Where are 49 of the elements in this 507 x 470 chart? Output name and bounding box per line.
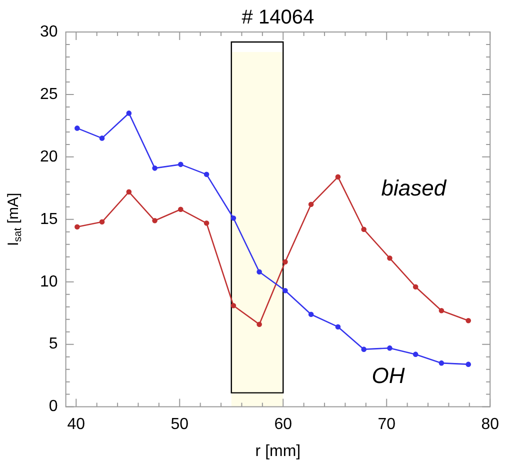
point <box>308 202 314 208</box>
y-tick-label: 0 <box>48 398 58 416</box>
point <box>230 216 236 221</box>
y-tick-label: 10 <box>40 273 58 290</box>
point <box>230 302 236 308</box>
series-label: OH <box>372 362 405 388</box>
point <box>178 162 184 168</box>
point <box>178 206 184 212</box>
x-tick-label: 70 <box>378 416 396 433</box>
point <box>74 126 80 131</box>
point <box>387 345 392 351</box>
x-axis-title: r [mm] <box>255 443 301 460</box>
point <box>412 352 418 357</box>
point <box>466 318 472 324</box>
point <box>256 269 262 275</box>
x-tick-label: 40 <box>67 416 86 433</box>
point <box>387 255 392 261</box>
y-tick-label: 20 <box>40 148 58 166</box>
point <box>152 166 158 171</box>
point <box>361 346 366 352</box>
series-label: biased <box>381 176 447 201</box>
point <box>335 324 341 330</box>
x-tick-label: 60 <box>274 416 292 433</box>
point <box>126 189 132 195</box>
x-tick-label: 80 <box>481 416 500 433</box>
point <box>152 218 158 224</box>
point <box>282 288 288 294</box>
point <box>204 172 210 178</box>
point <box>438 308 444 314</box>
y-tick-label: 15 <box>40 210 58 228</box>
point <box>126 110 132 116</box>
x-tick-label: 50 <box>170 416 189 433</box>
point <box>466 362 472 367</box>
point <box>256 322 262 327</box>
point <box>438 360 444 366</box>
chart-title: # 14064 <box>242 6 314 29</box>
point <box>412 284 418 290</box>
point <box>282 259 288 265</box>
point <box>99 136 105 141</box>
point <box>99 219 105 225</box>
point <box>335 174 341 180</box>
y-axis-title: Isat [mA] <box>4 192 24 246</box>
y-tick-label: 5 <box>48 336 58 353</box>
point <box>361 226 366 232</box>
point <box>204 220 210 226</box>
y-tick-label: 25 <box>40 86 58 103</box>
y-tick-label: 30 <box>40 23 58 40</box>
point <box>74 224 80 230</box>
point <box>308 312 314 317</box>
